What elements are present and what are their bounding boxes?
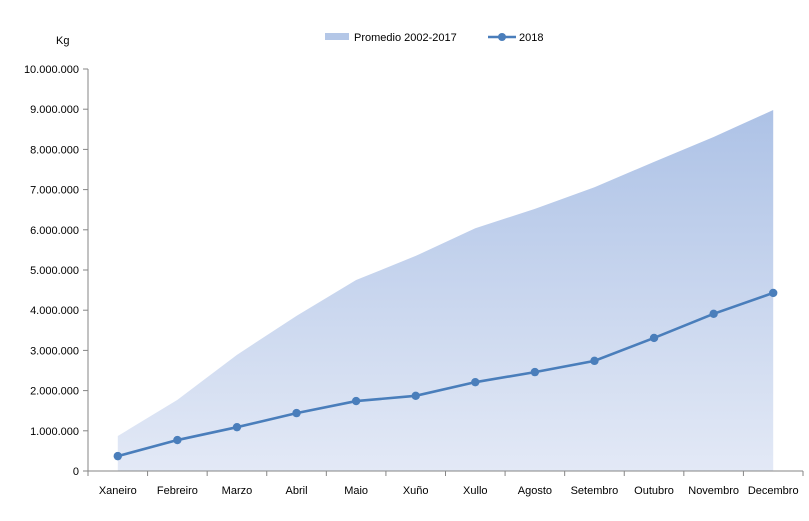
point-2018 [173, 435, 182, 445]
y-tick-label: 10.000.000 [24, 64, 79, 76]
x-tick-label: Agosto [518, 485, 552, 497]
x-tick-label: Novembro [688, 485, 739, 497]
y-axis-label: Kg [56, 35, 69, 47]
y-tick-label: 0 [73, 466, 79, 478]
line-2018 [117, 291, 774, 458]
point-2018 [411, 391, 420, 401]
legend-label-area: Promedio 2002-2017 [354, 32, 457, 44]
x-tick-label: Xuño [403, 485, 429, 497]
x-tick-label: Febreiro [157, 485, 198, 497]
point-2018 [590, 356, 599, 366]
y-tick-label: 7.000.000 [30, 185, 79, 197]
y-tick-label: 3.000.000 [30, 345, 79, 357]
point-2018 [113, 451, 122, 461]
legend-swatch-marker [498, 33, 506, 41]
point-2018 [649, 333, 659, 343]
y-tick-label: 2.000.000 [30, 386, 79, 398]
y-tick-label: 1.000.000 [30, 426, 79, 438]
legend: Promedio 2002-2017 2018 [325, 32, 543, 44]
x-tick-label: Setembro [571, 485, 619, 497]
y-tick-label: 4.000.000 [30, 305, 79, 317]
x-tick-label: Outubro [634, 485, 674, 497]
y-tick-label: 6.000.000 [30, 225, 79, 237]
point-2018 [351, 396, 361, 406]
point-2018 [769, 288, 778, 298]
point-2018 [232, 422, 242, 432]
x-tick-label: Xaneiro [99, 485, 137, 497]
area-promedio [117, 110, 774, 471]
point-2018 [709, 309, 718, 319]
x-tick-label: Maio [344, 485, 368, 497]
point-2018 [530, 367, 540, 377]
y-tick-label: 9.000.000 [30, 104, 79, 116]
point-2018 [292, 408, 301, 418]
legend-swatch-area [325, 33, 349, 40]
x-tick-label: Abril [286, 485, 308, 497]
plot-area: 0 1.000.000 2.000.000 3.000.000 4.000.000 5.0… [24, 64, 804, 497]
point-2018 [471, 377, 480, 387]
y-tick-label: 5.000.000 [30, 265, 79, 277]
x-tick-label: Marzo [222, 485, 253, 497]
y-tick-label: 8.000.000 [30, 144, 79, 156]
x-tick-label: Xullo [463, 485, 487, 497]
legend-label-line: 2018 [519, 32, 543, 44]
x-tick-label: Decembro [748, 485, 799, 497]
